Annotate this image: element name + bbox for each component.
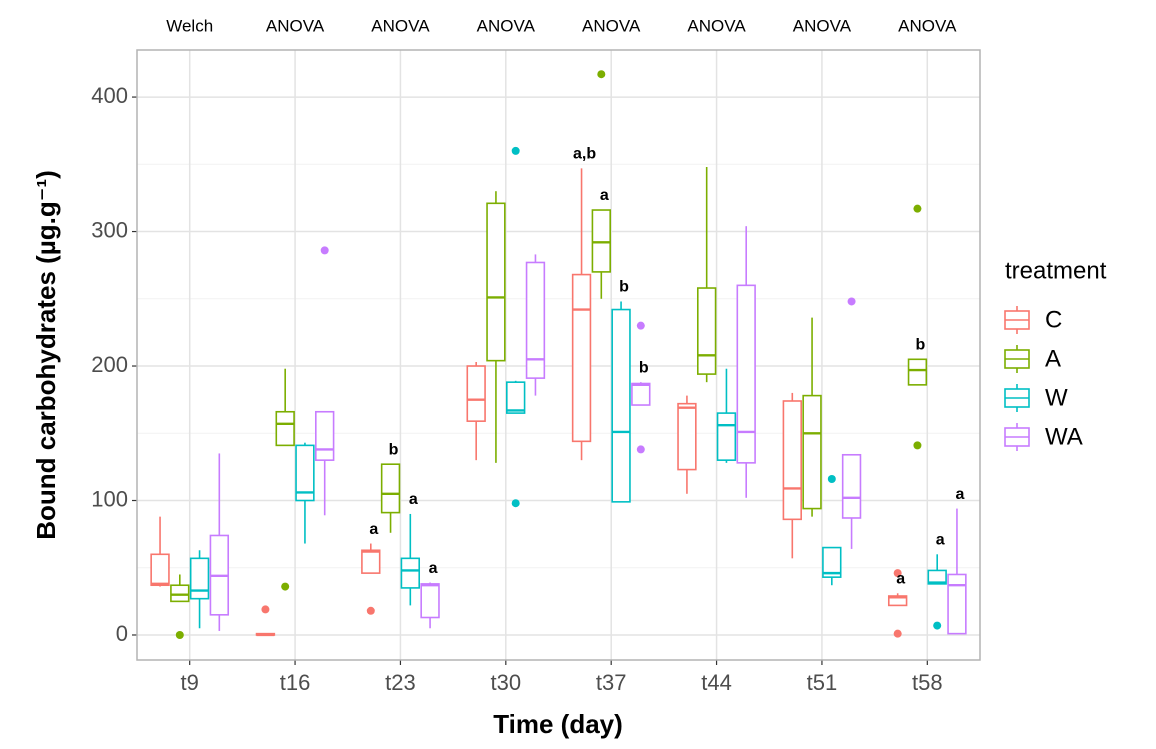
significance-letter: a bbox=[955, 486, 964, 503]
box bbox=[315, 410, 335, 461]
outlier bbox=[933, 621, 942, 630]
test-label: ANOVA bbox=[371, 16, 430, 35]
box bbox=[295, 444, 315, 502]
box bbox=[189, 557, 210, 600]
x-tick-label: t9 bbox=[181, 670, 199, 695]
test-label: ANOVA bbox=[477, 16, 536, 35]
box bbox=[591, 209, 611, 273]
test-label: ANOVA bbox=[793, 16, 852, 35]
box bbox=[611, 308, 631, 503]
outlier bbox=[281, 582, 290, 591]
significance-letter: a bbox=[936, 532, 945, 549]
x-tick-label: t44 bbox=[701, 670, 732, 695]
legend-label: W bbox=[1045, 384, 1068, 411]
box bbox=[947, 573, 967, 635]
box bbox=[822, 546, 842, 578]
box bbox=[571, 273, 592, 443]
outlier bbox=[847, 297, 856, 306]
test-label: ANOVA bbox=[582, 16, 641, 35]
box bbox=[887, 595, 908, 607]
x-tick-label: t58 bbox=[912, 670, 943, 695]
outlier bbox=[913, 204, 922, 213]
test-label: Welch bbox=[166, 16, 213, 35]
y-tick-label: 400 bbox=[91, 83, 128, 108]
outlier bbox=[261, 605, 270, 614]
outlier bbox=[320, 246, 329, 255]
legend-label: A bbox=[1045, 345, 1061, 372]
significance-letter: b bbox=[619, 279, 629, 296]
box bbox=[361, 549, 381, 574]
y-tick-label: 200 bbox=[91, 352, 128, 377]
outlier bbox=[511, 146, 520, 155]
x-tick-label: t37 bbox=[596, 670, 627, 695]
outlier bbox=[913, 441, 922, 450]
y-tick-label: 100 bbox=[91, 486, 128, 511]
y-axis-title: Bound carbohydrates (µg.g⁻¹) bbox=[31, 170, 61, 540]
box bbox=[631, 382, 651, 406]
x-tick-label: t30 bbox=[491, 670, 522, 695]
box bbox=[907, 358, 928, 386]
y-tick-label: 300 bbox=[91, 217, 128, 242]
x-tick-label: t16 bbox=[280, 670, 311, 695]
significance-letter: a bbox=[409, 491, 418, 508]
outlier bbox=[636, 321, 645, 330]
outlier bbox=[827, 474, 836, 483]
outlier bbox=[597, 70, 606, 79]
outlier bbox=[366, 606, 375, 615]
plot-border bbox=[136, 49, 981, 661]
outlier bbox=[175, 630, 184, 639]
significance-letter: a bbox=[896, 571, 905, 588]
outlier bbox=[893, 569, 902, 578]
box bbox=[170, 584, 190, 603]
plot-background bbox=[137, 50, 980, 660]
test-label: ANOVA bbox=[898, 16, 957, 35]
box bbox=[525, 261, 546, 379]
box bbox=[466, 365, 486, 422]
significance-letter: b bbox=[639, 359, 649, 376]
significance-letter: a bbox=[600, 187, 609, 204]
box bbox=[275, 410, 295, 447]
x-tick-label: t23 bbox=[385, 670, 416, 695]
outlier bbox=[511, 499, 520, 508]
significance-letter: b bbox=[916, 337, 926, 354]
box bbox=[841, 453, 862, 519]
test-label: ANOVA bbox=[266, 16, 325, 35]
test-label: ANOVA bbox=[687, 16, 746, 35]
box bbox=[716, 412, 737, 461]
box bbox=[677, 402, 697, 471]
box bbox=[927, 569, 947, 585]
legend-label: C bbox=[1045, 306, 1062, 333]
box bbox=[486, 202, 506, 362]
outlier bbox=[893, 629, 902, 638]
box bbox=[782, 400, 802, 521]
significance-letter: a,b bbox=[573, 146, 596, 163]
box bbox=[696, 287, 717, 375]
box bbox=[150, 553, 170, 587]
box bbox=[380, 463, 401, 514]
x-axis-title: Time (day) bbox=[493, 709, 623, 739]
significance-letter: a bbox=[429, 560, 438, 577]
x-tick-label: t51 bbox=[807, 670, 838, 695]
box bbox=[506, 381, 526, 414]
box bbox=[400, 557, 421, 589]
y-tick-label: 0 bbox=[116, 621, 128, 646]
outlier bbox=[636, 445, 645, 454]
legend-label: WA bbox=[1045, 423, 1083, 450]
box bbox=[802, 394, 822, 510]
box bbox=[736, 284, 756, 464]
box bbox=[420, 583, 440, 619]
significance-letter: a bbox=[369, 521, 378, 538]
legend-title: treatment bbox=[1005, 257, 1107, 284]
significance-letter: b bbox=[389, 441, 399, 458]
